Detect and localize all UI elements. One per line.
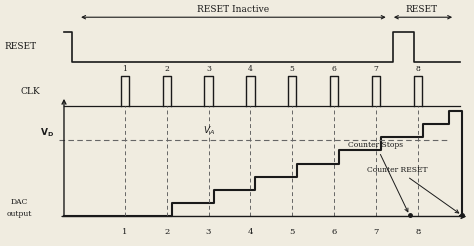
Text: 4: 4 bbox=[248, 228, 253, 236]
Text: RESET: RESET bbox=[5, 42, 37, 51]
Text: RESET Inactive: RESET Inactive bbox=[197, 4, 269, 14]
Text: 7: 7 bbox=[374, 228, 379, 236]
Text: 7: 7 bbox=[374, 65, 378, 73]
Text: 8: 8 bbox=[415, 228, 420, 236]
Text: output: output bbox=[6, 210, 32, 218]
Text: 8: 8 bbox=[416, 65, 420, 73]
Text: 6: 6 bbox=[331, 228, 337, 236]
Text: $V_A$: $V_A$ bbox=[202, 124, 215, 137]
Text: DAC: DAC bbox=[10, 198, 27, 206]
Text: 1: 1 bbox=[122, 228, 128, 236]
Text: 4: 4 bbox=[248, 65, 253, 73]
Text: 6: 6 bbox=[332, 65, 337, 73]
Text: 1: 1 bbox=[122, 65, 127, 73]
Text: 2: 2 bbox=[164, 65, 169, 73]
Text: $\mathbf{V_D}$: $\mathbf{V_D}$ bbox=[40, 127, 55, 139]
Text: Counter Stops: Counter Stops bbox=[348, 141, 408, 212]
Text: 3: 3 bbox=[206, 65, 211, 73]
Text: 3: 3 bbox=[206, 228, 211, 236]
Text: 5: 5 bbox=[290, 65, 295, 73]
Text: 2: 2 bbox=[164, 228, 169, 236]
Text: Counter RESET: Counter RESET bbox=[367, 166, 459, 213]
Text: CLK: CLK bbox=[21, 87, 41, 95]
Text: RESET: RESET bbox=[406, 4, 438, 14]
Text: 5: 5 bbox=[290, 228, 295, 236]
